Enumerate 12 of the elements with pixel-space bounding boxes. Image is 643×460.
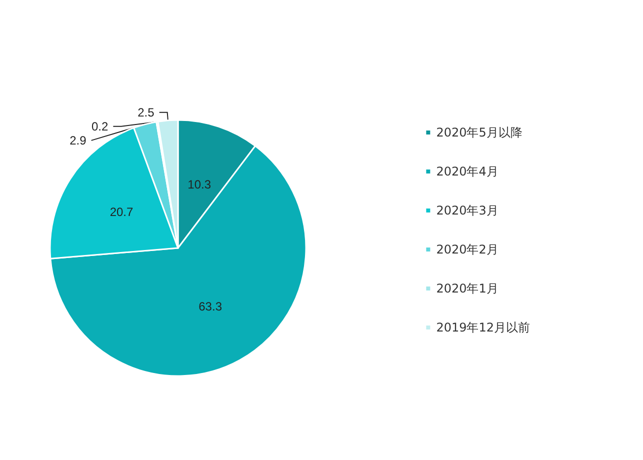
data-label: 2.9 [70,133,87,148]
data-label: 20.7 [110,204,134,219]
data-label: 2.5 [138,105,155,120]
legend-label: 2020年2月 [436,242,498,256]
legend-label: 2020年5月以降 [436,126,522,140]
data-label: 63.3 [198,300,222,314]
legend-label: 2020年3月 [436,204,498,218]
legend-label: 2020年1月 [436,282,498,296]
legend-label: 2019年12月以前 [436,320,530,334]
data-label: 10.3 [188,177,212,192]
legend-label: 2020年4月 [436,164,498,178]
data-label: 0.2 [92,119,109,134]
